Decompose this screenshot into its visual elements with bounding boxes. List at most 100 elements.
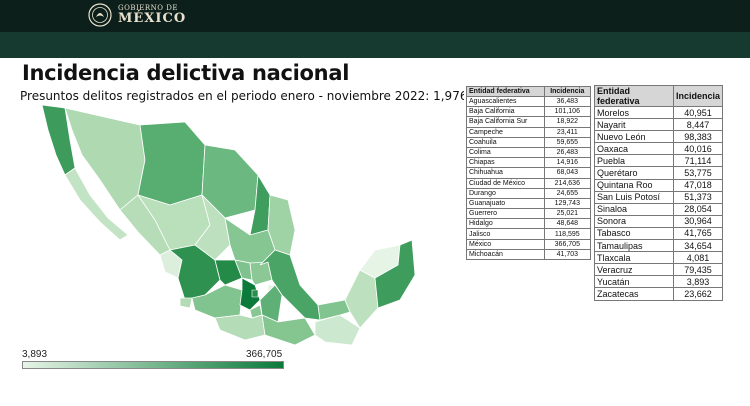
entity-name-cell: Tamaulipas [594, 239, 674, 253]
entity-name-cell: Querétaro [594, 166, 674, 180]
legend-color-scale [22, 361, 284, 369]
region-colima[interactable] [179, 297, 193, 309]
table-row: Hidalgo 48,648 [466, 218, 592, 230]
table-row: Querétaro 53,775 [594, 166, 724, 180]
table-row: Yucatán 3,893 [594, 275, 724, 289]
incidence-value-cell: 40,016 [672, 142, 724, 156]
logo-big-text: MÉXICO [118, 11, 187, 26]
incidence-value-cell: 24,655 [543, 187, 592, 199]
incidence-value-cell: 41,765 [672, 226, 724, 241]
table-row: Tlaxcala 4,081 [594, 251, 724, 265]
table-row: Coahuila 59,655 [466, 136, 592, 148]
region-campeche[interactable] [344, 269, 379, 329]
region-chihuahua[interactable] [137, 121, 206, 206]
region-guerrero[interactable] [214, 314, 266, 341]
incidence-value-cell: 71,114 [672, 154, 724, 168]
table-row: Aguascalientes 36,483 [466, 95, 592, 108]
column-header-entity: Entidad federativa [466, 86, 545, 97]
incidence-value-cell: 129,743 [543, 197, 592, 210]
legend-max-label: 366,705 [246, 349, 283, 360]
table-row: Sinaloa 28,054 [594, 202, 724, 216]
incidence-value-cell: 36,483 [543, 95, 592, 108]
government-logo[interactable]: GOBIERNO DE MÉXICO [88, 2, 186, 28]
table-row: Campeche 23,411 [466, 126, 592, 138]
table-row: Veracruz 79,435 [594, 263, 724, 277]
table-row: Morelos 40,951 [594, 105, 724, 120]
entity-name-cell: Hidalgo [466, 218, 545, 230]
table-row: Tabasco 41,765 [594, 226, 724, 241]
incidence-value-cell: 48,648 [543, 218, 592, 230]
table-row: Nayarit 8,447 [594, 118, 724, 132]
incidence-value-cell: 51,373 [672, 190, 724, 204]
table-row: México 366,705 [466, 238, 592, 250]
incidence-value-cell: 59,655 [543, 136, 592, 148]
table-row: Nuevo León 98,383 [594, 130, 724, 144]
incidence-value-cell: 4,081 [672, 251, 724, 265]
entity-name-cell: Michoacán [466, 248, 545, 261]
entity-name-cell: Veracruz [594, 263, 674, 277]
entity-name-cell: Durango [466, 187, 545, 199]
table-row: Baja California Sur 18,922 [466, 116, 592, 128]
table-row: Puebla 71,114 [594, 154, 724, 168]
column-header-incidence: Incidencia [543, 86, 592, 97]
table-row: Chiapas 14,916 [466, 157, 592, 169]
page-title: Incidencia delictiva nacional [22, 61, 350, 85]
table-row: Michoacán 41,703 [466, 248, 592, 261]
table-row: Baja California 101,106 [466, 106, 592, 118]
incidence-value-cell: 28,054 [672, 202, 724, 216]
entity-name-cell: Baja California Sur [466, 116, 545, 128]
table-row: Durango 24,655 [466, 187, 592, 199]
incidence-value-cell: 25,021 [543, 208, 592, 220]
entity-name-cell: Jalisco [466, 228, 545, 240]
incidence-value-cell: 98,383 [672, 130, 724, 144]
table-row: Guanajuato 129,743 [466, 197, 592, 210]
entity-name-cell: Quintana Roo [594, 178, 674, 192]
incidence-table-right: Entidad federativa Incidencia Morelos 40,… [594, 85, 724, 301]
entity-name-cell: Campeche [466, 126, 545, 138]
table-row: Sonora 30,964 [594, 214, 724, 228]
entity-name-cell: Oaxaca [594, 142, 674, 156]
column-header-entity: Entidad federativa [594, 85, 674, 107]
incidence-value-cell: 30,964 [672, 214, 724, 228]
incidence-value-cell: 40,951 [672, 105, 724, 120]
table-row: Tamaulipas 34,654 [594, 239, 724, 253]
entity-name-cell: Guanajuato [466, 197, 545, 210]
region-ciudad-de-mexico[interactable] [251, 289, 259, 298]
incidence-value-cell: 23,662 [672, 287, 724, 301]
incidence-value-cell: 214,636 [543, 177, 592, 189]
region-oaxaca[interactable] [261, 314, 316, 346]
table-row: Quintana Roo 47,018 [594, 178, 724, 192]
incidence-value-cell: 8,447 [672, 118, 724, 132]
entity-name-cell: México [466, 238, 545, 250]
entity-name-cell: Tlaxcala [594, 251, 674, 265]
table-row: Chihuahua 68,043 [466, 167, 592, 179]
incidence-value-cell: 14,916 [543, 157, 592, 169]
entity-name-cell: Chihuahua [466, 167, 545, 179]
region-baja-california-sur[interactable] [64, 167, 129, 241]
entity-name-cell: San Luis Potosí [594, 190, 674, 204]
incidence-table-left: Entidad federativa Incidencia Aguascalie… [466, 86, 592, 261]
entity-name-cell: Zacatecas [594, 287, 674, 301]
incidence-value-cell: 68,043 [543, 167, 592, 179]
top-header-bar: GOBIERNO DE MÉXICO [0, 0, 750, 32]
table-row: Zacatecas 23,662 [594, 287, 724, 301]
mexico-seal-icon [88, 3, 112, 27]
incidence-value-cell: 118,595 [543, 228, 592, 240]
incidence-value-cell: 41,703 [543, 248, 592, 261]
region-quintana-roo[interactable] [374, 239, 416, 309]
incidence-value-cell: 47,018 [672, 178, 724, 192]
entity-name-cell: Coahuila [466, 136, 545, 148]
entity-name-cell: Nuevo León [594, 130, 674, 144]
entity-name-cell: Baja California [466, 106, 545, 118]
entity-name-cell: Ciudad de México [466, 177, 545, 189]
page-subtitle: Presuntos delitos registrados en el peri… [20, 89, 464, 103]
region-guanajuato[interactable] [214, 259, 243, 286]
entity-name-cell: Puebla [594, 154, 674, 168]
incidence-value-cell: 79,435 [672, 263, 724, 277]
table-row: Oaxaca 40,016 [594, 142, 724, 156]
sub-header-bar [0, 32, 750, 58]
entity-name-cell: Aguascalientes [466, 95, 545, 108]
incidence-value-cell: 23,411 [543, 126, 592, 138]
incidence-value-cell: 26,483 [543, 146, 592, 159]
table-row: Guerrero 25,021 [466, 208, 592, 220]
